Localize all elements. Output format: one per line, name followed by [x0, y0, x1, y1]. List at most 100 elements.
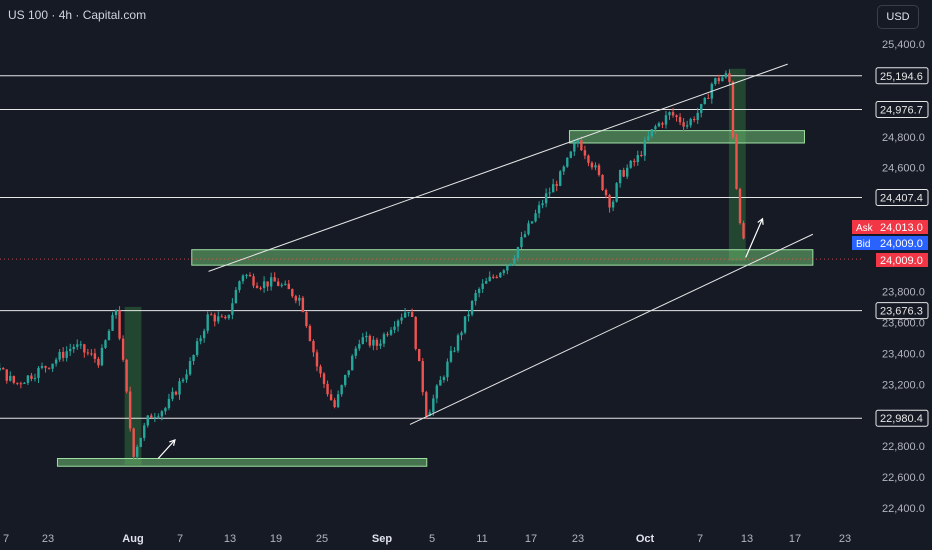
price-axis[interactable] [868, 0, 932, 550]
candle [114, 309, 118, 319]
x-tick-label: Oct [636, 533, 655, 545]
candle [633, 158, 636, 167]
arrow-icon-1[interactable] [745, 217, 764, 258]
candle [135, 444, 139, 460]
candle [654, 124, 657, 134]
candle [657, 121, 661, 128]
candle [587, 154, 590, 167]
candle [707, 93, 710, 99]
candle [26, 375, 30, 386]
candle [83, 343, 86, 358]
candle [294, 294, 298, 304]
candle [601, 174, 604, 191]
candle [492, 274, 495, 279]
x-tick-label: 25 [316, 533, 328, 545]
candle [143, 422, 146, 441]
candle [403, 307, 407, 318]
y-tick-label: 23,200.0 [882, 379, 925, 391]
candle [379, 339, 382, 349]
candle [548, 187, 551, 198]
candle [590, 161, 594, 170]
candle [389, 327, 393, 337]
candle [262, 276, 266, 293]
candle [322, 372, 326, 389]
candle [118, 306, 121, 341]
candle [167, 393, 171, 411]
candle [527, 220, 530, 236]
channel-lower-line[interactable] [409, 233, 814, 425]
svg-text:Bid: Bid [856, 239, 870, 250]
x-tick-label: 13 [224, 533, 236, 545]
svg-text:22,980.4: 22,980.4 [880, 413, 923, 425]
candle [86, 348, 90, 356]
candle [315, 349, 319, 372]
candle [643, 136, 647, 161]
channel-upper-line[interactable] [208, 63, 788, 272]
candle [326, 380, 329, 397]
candle [340, 384, 343, 397]
candle [742, 220, 745, 240]
candle [284, 280, 287, 286]
candle [418, 348, 421, 362]
level-price-label: 25,194.6 [875, 67, 929, 85]
levels-layer [0, 75, 862, 419]
candle [573, 139, 576, 156]
svg-text:24,013.0: 24,013.0 [880, 222, 923, 234]
candle [460, 330, 463, 341]
level-price-label: 24,976.7 [875, 100, 929, 118]
candle [195, 337, 199, 357]
candle [559, 169, 562, 187]
candle [432, 394, 435, 416]
candle [224, 314, 227, 320]
y-tick-label: 24,600.0 [882, 163, 925, 175]
candle [238, 280, 241, 293]
candle [199, 335, 202, 345]
candle [442, 375, 446, 383]
x-tick-label: 23 [42, 533, 54, 545]
candle [61, 347, 65, 362]
candle [594, 162, 597, 171]
candles-layer [0, 69, 745, 460]
candle [400, 313, 403, 325]
candle [125, 358, 128, 394]
y-tick-label: 23,800.0 [882, 286, 925, 298]
level-price-label: 24,407.4 [875, 189, 929, 207]
y-tick-label: 22,600.0 [882, 472, 925, 484]
candle [206, 311, 209, 334]
candle [104, 339, 107, 349]
candle [47, 367, 51, 370]
candle [396, 319, 400, 332]
candle [449, 345, 453, 363]
y-tick-label: 22,800.0 [882, 441, 925, 453]
x-tick-label: 7 [177, 533, 183, 545]
x-tick-label: Sep [372, 533, 392, 545]
candle [382, 332, 386, 348]
candle [245, 273, 248, 279]
arrow-icon-0[interactable] [157, 439, 176, 459]
candle [157, 413, 160, 419]
candle [9, 371, 12, 382]
candle [213, 312, 216, 327]
candle [671, 107, 675, 118]
svg-text:Ask: Ask [856, 223, 874, 234]
bid-price-tag: Bid 24,009.0 [852, 236, 928, 250]
zone-0[interactable] [568, 130, 805, 144]
candle [171, 387, 174, 402]
candle [23, 381, 26, 384]
zone-1[interactable] [191, 249, 814, 266]
candle [319, 364, 322, 378]
x-tick-label: 17 [789, 533, 801, 545]
x-tick-label: 23 [572, 533, 584, 545]
candle [435, 383, 439, 404]
candle [470, 299, 474, 317]
currency-button[interactable]: USD [877, 5, 919, 29]
candle [414, 316, 417, 351]
chart-title: US 100 · 4h · Capital.com [8, 8, 147, 22]
candle [58, 349, 61, 362]
candle [361, 333, 365, 345]
zone-2[interactable] [56, 458, 428, 467]
candle [100, 344, 104, 367]
candle [703, 96, 706, 105]
candle [132, 427, 135, 460]
